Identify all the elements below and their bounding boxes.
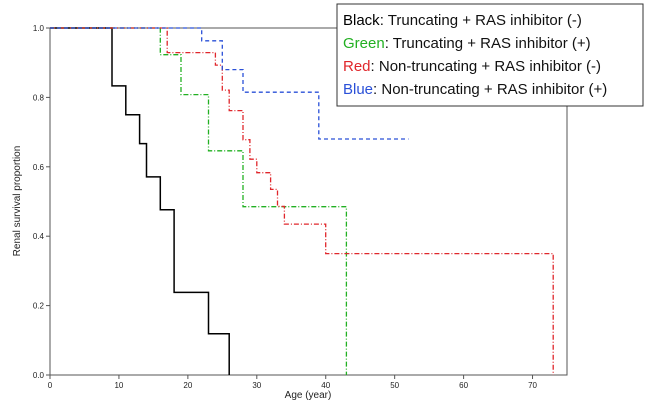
legend-color-name: Green: [343, 35, 385, 52]
legend-box: [336, 3, 644, 107]
plot-area: [49, 27, 568, 376]
x-tick-label: 0: [48, 381, 53, 390]
legend-description: : Non-truncating + RAS inhibitor (-): [371, 58, 602, 75]
legend-description: : Truncating + RAS inhibitor (+): [385, 35, 591, 52]
x-tick-label: 60: [459, 381, 468, 390]
legend-entry: Green: Truncating + RAS inhibitor (+): [343, 35, 591, 52]
x-axis-ticks: 0 10 20 30 40 50 60 70: [48, 375, 538, 390]
x-tick-label: 20: [183, 381, 192, 390]
legend-entry: Blue: Non-truncating + RAS inhibitor (+): [343, 81, 607, 98]
y-tick-label: 0.4: [33, 232, 45, 241]
survival-curves: [50, 27, 554, 375]
x-tick-label: 10: [114, 381, 123, 390]
x-tick-label: 30: [252, 381, 261, 390]
green-curve-line: [50, 27, 348, 375]
y-tick-label: 0.6: [33, 163, 45, 172]
legend-color-name: Blue: [343, 81, 373, 98]
black-curve-line: [50, 27, 230, 375]
x-tick-label: 70: [528, 381, 537, 390]
y-tick-label: 0.2: [33, 302, 45, 311]
legend-description: : Non-truncating + RAS inhibitor (+): [373, 81, 607, 98]
legend-description: : Truncating + RAS inhibitor (-): [380, 12, 582, 29]
y-tick-label: 0.0: [33, 371, 45, 380]
x-axis-title: Age (year): [285, 390, 332, 400]
x-tick-label: 50: [390, 381, 399, 390]
legend-entry: Red: Non-truncating + RAS inhibitor (-): [343, 58, 601, 75]
y-tick-label: 1.0: [33, 24, 45, 33]
legend-entry: Black: Truncating + RAS inhibitor (-): [343, 12, 582, 29]
y-axis-title: Renal survival proportion: [12, 146, 23, 257]
legend: Black: Truncating + RAS inhibitor (-) Gre…: [336, 3, 644, 107]
legend-color-name: Black: [343, 12, 380, 29]
legend-color-name: Red: [343, 58, 371, 75]
y-tick-label: 0.8: [33, 93, 45, 102]
red-curve-line: [50, 27, 554, 375]
y-axis-ticks: 0.0 0.2 0.4 0.6 0.8 1.0: [33, 24, 50, 380]
blue-curve-line: [50, 27, 409, 140]
x-tick-label: 40: [321, 381, 330, 390]
